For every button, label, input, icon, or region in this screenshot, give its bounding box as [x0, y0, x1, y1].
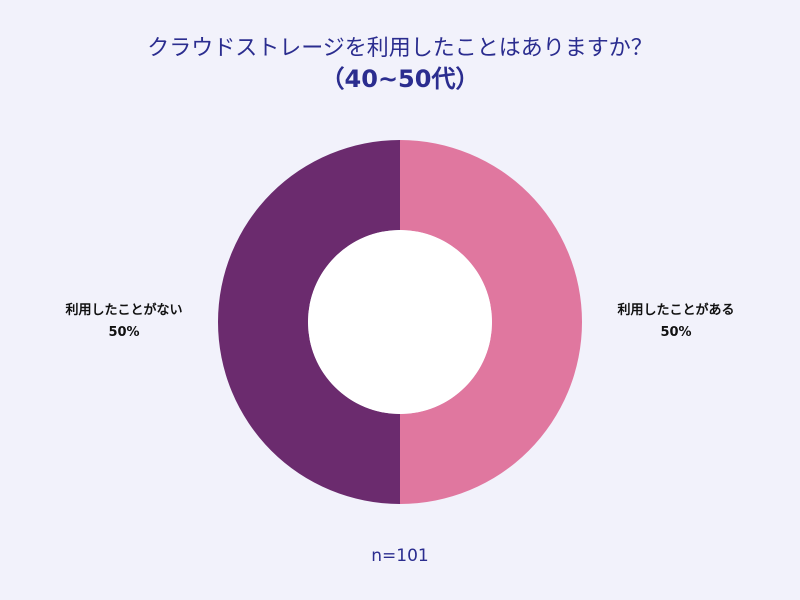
slice-label-not-used-value: 50%: [108, 325, 140, 340]
chart-title-block: クラウドストレージを利用したことはありますか？ （40~50代）: [0, 34, 800, 94]
donut-slice-not-used: [218, 140, 400, 504]
slice-label-used: 利用したことがある 50%: [576, 300, 776, 344]
slice-label-used-name: 利用したことがある: [617, 303, 735, 318]
sample-size-note: n=101: [371, 546, 429, 566]
donut-hole: [308, 230, 492, 414]
slice-label-used-value: 50%: [660, 325, 692, 340]
chart-subtitle: （40~50代）: [320, 65, 480, 93]
chart-title: クラウドストレージを利用したことはありますか？: [147, 36, 653, 61]
slice-label-not-used-name: 利用したことがない: [65, 303, 183, 318]
donut-slice-used: [400, 140, 582, 504]
slice-label-not-used: 利用したことがない 50%: [24, 300, 224, 344]
